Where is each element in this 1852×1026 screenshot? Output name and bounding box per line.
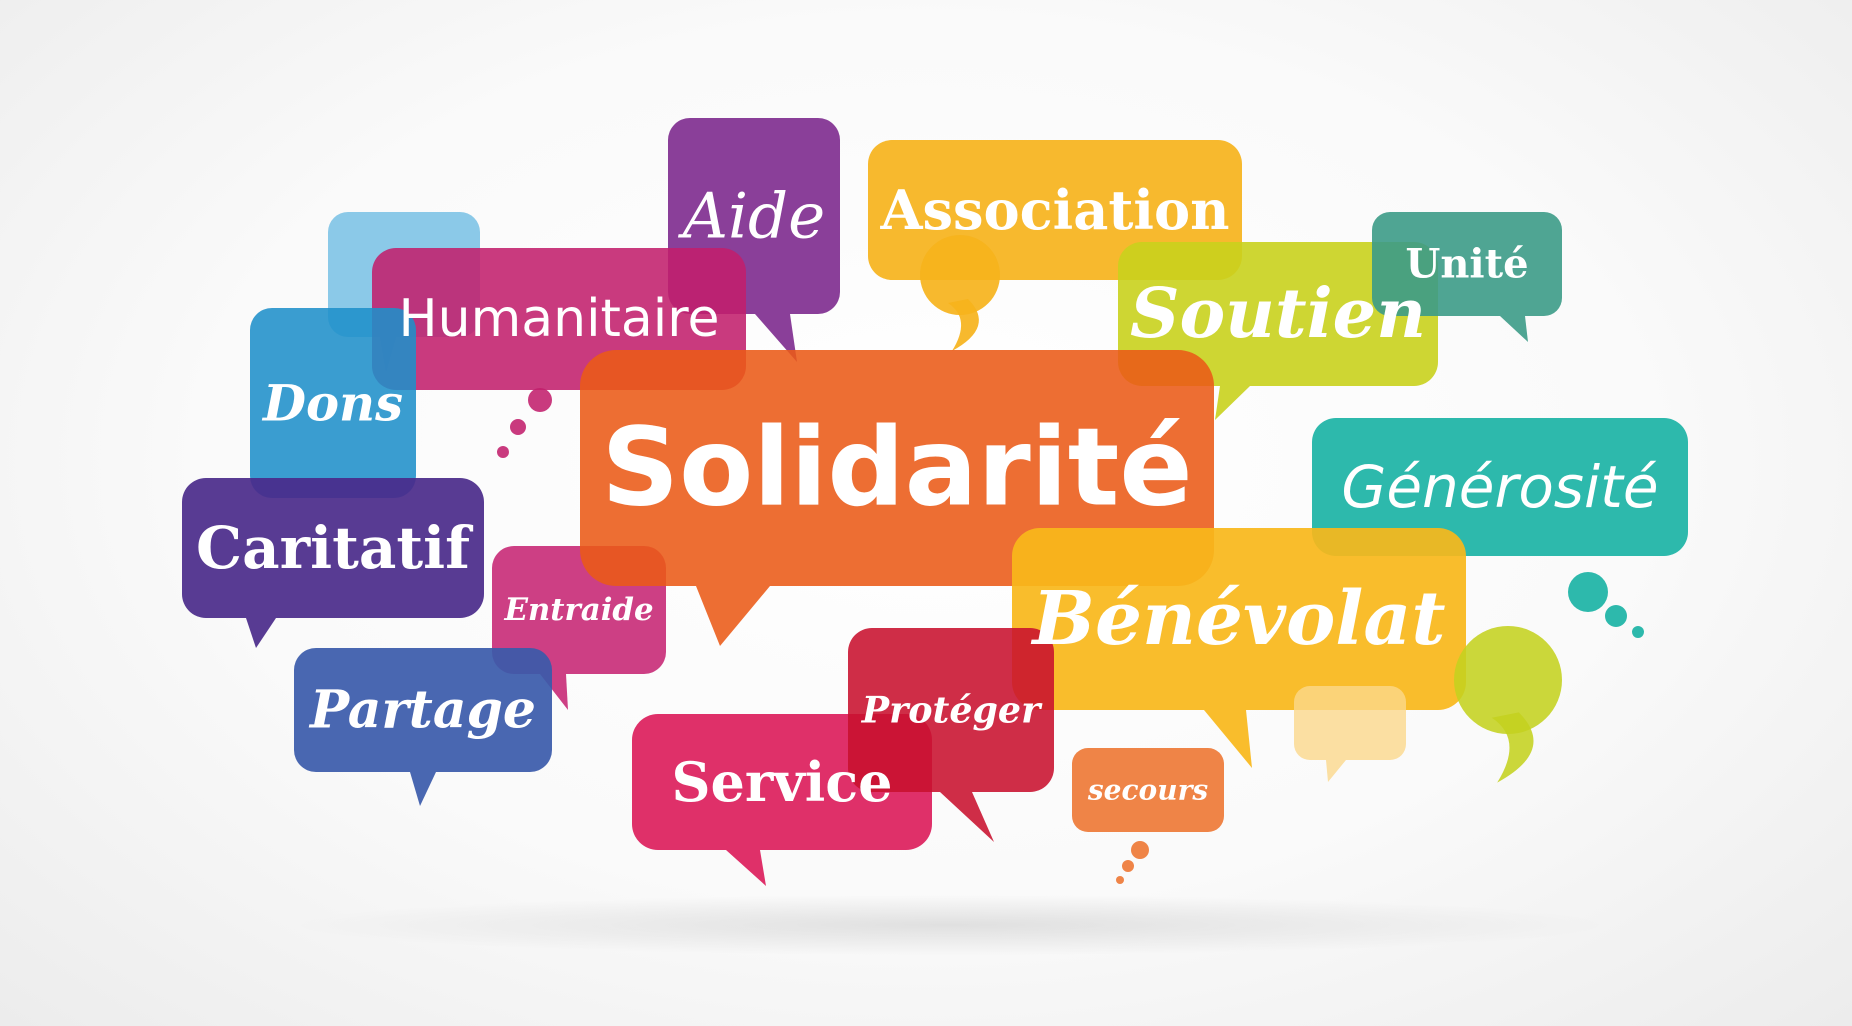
comma-bubble-cloud-lime xyxy=(1454,626,1562,734)
thought-dot-secours-1 xyxy=(1122,860,1134,872)
bubble-body-dons xyxy=(250,308,416,498)
bubble-body-generosite xyxy=(1312,418,1688,556)
bubble-proteger xyxy=(848,628,1054,842)
bubble-partage xyxy=(294,648,552,806)
bubble-benevolat xyxy=(1012,528,1466,768)
bubble-body-caritatif xyxy=(182,478,484,618)
bubble-label-proteger: Protéger xyxy=(861,689,1043,732)
bubble-label-entraide: Entraide xyxy=(503,592,653,628)
bubble-label-unite: Unité xyxy=(1405,241,1528,288)
bubble-body-secours xyxy=(1072,748,1224,832)
bubble-tail-benevolat xyxy=(1204,710,1252,768)
bubble-body-partage xyxy=(294,648,552,772)
bubble-dons xyxy=(250,308,416,498)
ground-shadow xyxy=(300,895,1600,955)
comma-tail-association xyxy=(948,299,979,351)
bubble-tail-proteger xyxy=(940,792,994,842)
bubble-body-benevolat xyxy=(1012,528,1466,710)
bubble-tail-cloud-pale xyxy=(1326,760,1346,782)
bubble-solidarite xyxy=(580,350,1214,646)
bubble-body-proteger xyxy=(848,628,1054,792)
bubble-label-humanitaire: Humanitaire xyxy=(399,289,720,349)
comma-tail-cloud-lime xyxy=(1491,712,1534,783)
bubble-cloud-pale xyxy=(1294,686,1406,782)
thought-dot-generosite-0 xyxy=(1568,572,1608,612)
bubble-label-service: Service xyxy=(672,750,893,814)
bubble-label-caritatif: Caritatif xyxy=(196,514,474,582)
thought-dot-secours-0 xyxy=(1131,841,1149,859)
bubble-tail-unite xyxy=(1500,316,1528,342)
thought-dot-generosite-2 xyxy=(1632,626,1644,638)
bubble-tail-service xyxy=(726,850,766,886)
bubble-label-secours: secours xyxy=(1087,774,1208,807)
bubble-label-dons: Dons xyxy=(261,374,403,433)
bubble-body-solidarite xyxy=(580,350,1214,586)
bubble-label-aide: Aide xyxy=(678,180,826,253)
bubble-tail-caritatif xyxy=(246,618,276,648)
bubble-cloud-lime xyxy=(1454,626,1562,783)
bubble-label-partage: Partage xyxy=(308,680,536,741)
bubble-label-solidarite: Solidarité xyxy=(601,406,1192,531)
thought-dot-humanitaire-2 xyxy=(497,446,509,458)
thought-dot-generosite-1 xyxy=(1605,605,1627,627)
bubble-unite xyxy=(1372,212,1562,342)
bubble-body-soutien xyxy=(1118,242,1438,386)
bubble-body-unite xyxy=(1372,212,1562,316)
bubble-soutien xyxy=(1118,242,1438,420)
bubble-secours xyxy=(1072,748,1224,884)
bubble-caritatif xyxy=(182,478,484,648)
thought-dot-secours-2 xyxy=(1116,876,1124,884)
bubble-generosite xyxy=(1312,418,1688,638)
bubble-label-benevolat: Bénévolat xyxy=(1030,576,1445,662)
bubble-tail-soutien xyxy=(1215,386,1250,420)
bubble-tail-partage xyxy=(410,772,436,806)
bubble-tail-solidarite xyxy=(696,586,770,646)
bubble-label-generosite: Générosité xyxy=(1341,453,1658,521)
comma-bubble-association xyxy=(920,235,1000,315)
bubble-label-soutien: Soutien xyxy=(1130,274,1426,354)
bubble-body-cloud-pale xyxy=(1294,686,1406,760)
thought-dot-humanitaire-0 xyxy=(528,388,552,412)
bubble-label-association: Association xyxy=(879,178,1229,242)
thought-dot-humanitaire-1 xyxy=(510,419,526,435)
